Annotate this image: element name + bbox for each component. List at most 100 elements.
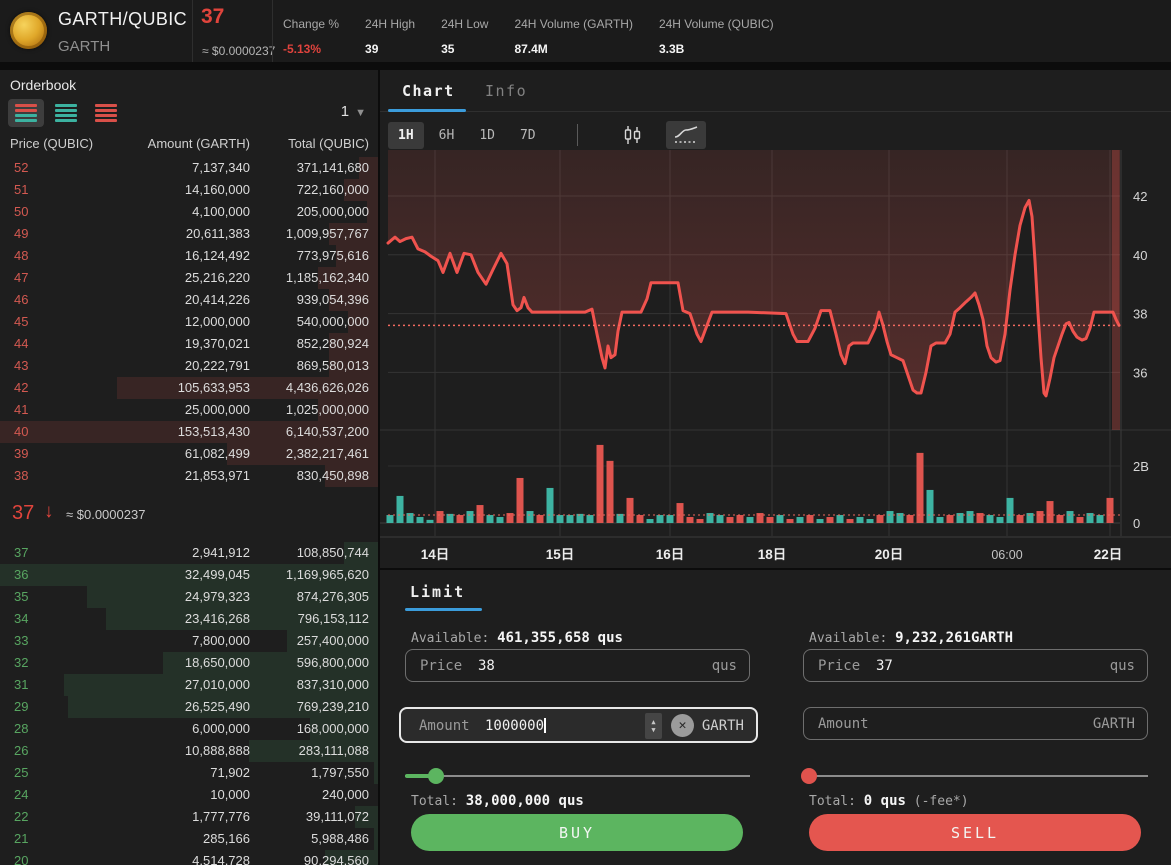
total-label: Total: (411, 794, 458, 809)
arrow-down-icon: ↓ (44, 501, 54, 522)
svg-text:36: 36 (1133, 365, 1147, 380)
book-view-asks-button[interactable] (88, 99, 124, 127)
price-volume-chart[interactable]: 42 40 38 36 2B 0 14日 15日 16日 18日 20日 06:00 22日 (380, 150, 1171, 568)
tab-chart[interactable]: Chart (402, 82, 455, 100)
buy-amount-value: 1000000 (485, 718, 546, 734)
ask-row[interactable]: 44 19,370,021 852,280,924 (0, 333, 378, 355)
grouping-value: 1 (340, 103, 350, 120)
bid-row[interactable]: 31 27,010,000 837,310,000 (0, 674, 378, 696)
slider-thumb[interactable] (428, 768, 445, 784)
amount-cell: 61,082,499 (184, 446, 250, 461)
bid-row[interactable]: 36 32,499,045 1,169,965,620 (0, 564, 378, 586)
timeframe-6h-button[interactable]: 6H (438, 127, 455, 143)
amount-cell: 10,000 (210, 787, 250, 802)
bid-row[interactable]: 35 24,979,323 874,276,305 (0, 586, 378, 608)
price-cell: 39 (14, 446, 29, 461)
total-cell: 90,294,560 (303, 853, 369, 865)
bid-row[interactable]: 28 6,000,000 168,000,000 (0, 718, 378, 740)
amount-cell: 23,416,268 (184, 611, 250, 626)
candlestick-chart-button[interactable] (615, 121, 651, 149)
ask-row[interactable]: 39 61,082,499 2,382,217,461 (0, 443, 378, 465)
amount-cell: 18,650,000 (184, 655, 250, 670)
timeframe-7d-button[interactable]: 7D (519, 127, 536, 143)
bid-row[interactable]: 34 23,416,268 796,153,112 (0, 608, 378, 630)
header-stats: Change % -5.13% 24H High 39 24H Low 35 24H Vol… (283, 0, 774, 62)
total-cell: 108,850,744 (296, 545, 369, 560)
bid-row[interactable]: 26 10,888,888 283,111,088 (0, 740, 378, 762)
depth-bar (328, 333, 378, 355)
ask-row[interactable]: 45 12,000,000 540,000,000 (0, 311, 378, 333)
header-stat: 24H Volume (GARTH) 87.4M (514, 0, 632, 62)
amount-cell: 27,010,000 (184, 677, 250, 692)
ask-row[interactable]: 42 105,633,953 4,436,626,026 (0, 377, 378, 399)
amount-stepper[interactable]: ▲ ▼ (645, 713, 662, 739)
timeframe-1h-button[interactable]: 1H (388, 121, 424, 149)
price-cell: 37 (14, 545, 29, 560)
ask-row[interactable]: 49 20,611,383 1,009,957,767 (0, 223, 378, 245)
buy-amount-slider[interactable] (405, 768, 750, 784)
buy-price-field[interactable]: Price 38 qus (405, 649, 750, 682)
spinner-down-icon[interactable]: ▼ (651, 726, 656, 734)
ask-row[interactable]: 52 7,137,340 371,141,680 (0, 157, 378, 179)
tab-limit[interactable]: Limit (410, 583, 466, 601)
depth-bar (117, 377, 378, 399)
buy-price-value: 38 (478, 658, 495, 674)
ask-row[interactable]: 50 4,100,000 205,000,000 (0, 201, 378, 223)
timeframe-1d-button[interactable]: 1D (479, 127, 495, 143)
bid-row[interactable]: 25 71,902 1,797,550 (0, 762, 378, 784)
toolbar-separator (576, 124, 578, 146)
svg-text:22日: 22日 (1094, 547, 1123, 562)
slider-track[interactable] (405, 775, 750, 777)
sell-button[interactable]: SELL (809, 814, 1141, 851)
ask-row[interactable]: 48 16,124,492 773,975,616 (0, 245, 378, 267)
active-tab-underline (388, 109, 466, 112)
ask-row[interactable]: 38 21,853,971 830,450,898 (0, 465, 378, 487)
slider-track[interactable] (803, 775, 1148, 777)
bid-row[interactable]: 29 26,525,490 769,239,210 (0, 696, 378, 718)
ask-row[interactable]: 43 20,222,791 869,580,013 (0, 355, 378, 377)
total-cell: 837,310,000 (296, 677, 369, 692)
ask-row[interactable]: 47 25,216,220 1,185,162,340 (0, 267, 378, 289)
last-price-usd: ≈ $0.0000237 (202, 44, 276, 58)
bid-row[interactable]: 20 4,514,728 90,294,560 (0, 850, 378, 865)
sell-price-field[interactable]: Price 37 qus (803, 649, 1148, 682)
ask-row[interactable]: 46 20,414,226 939,054,396 (0, 289, 378, 311)
bid-row[interactable]: 32 18,650,000 596,800,000 (0, 652, 378, 674)
depth-bar (0, 564, 378, 586)
bid-row[interactable]: 24 10,000 240,000 (0, 784, 378, 806)
buy-button[interactable]: BUY (411, 814, 743, 851)
bid-row[interactable]: 37 2,941,912 108,850,744 (0, 542, 378, 564)
tab-info[interactable]: Info (485, 82, 528, 100)
bids-book-icon (55, 104, 77, 122)
book-view-bids-button[interactable] (48, 99, 84, 127)
price-cell: 35 (14, 589, 29, 604)
slider-thumb[interactable] (801, 768, 817, 784)
clear-amount-button[interactable]: ✕ (671, 714, 694, 737)
bid-row[interactable]: 33 7,800,000 257,400,000 (0, 630, 378, 652)
ask-row[interactable]: 51 14,160,000 722,160,000 (0, 179, 378, 201)
grouping-select[interactable]: 1 ▼ (341, 103, 366, 120)
ask-row[interactable]: 40 153,513,430 6,140,537,200 (0, 421, 378, 443)
sell-amount-slider[interactable] (801, 768, 1148, 784)
amount-cell: 25,000,000 (184, 402, 250, 417)
book-view-both-button[interactable] (8, 99, 44, 127)
bid-row[interactable]: 22 1,777,776 39,111,072 (0, 806, 378, 828)
spinner-up-icon[interactable]: ▲ (651, 718, 656, 726)
svg-text:20日: 20日 (875, 547, 904, 562)
total-cell: 5,988,486 (311, 831, 369, 846)
amount-cell: 2,941,912 (192, 545, 250, 560)
orderbook-panel: Orderbook 1 ▼ Price (QUBIC) Amount (GARTH… (0, 70, 378, 865)
total-cell: 2,382,217,461 (285, 446, 369, 461)
buy-amount-field[interactable]: Amount 1000000 ▲ ▼ ✕ GARTH (399, 707, 758, 743)
total-cell: 939,054,396 (296, 292, 369, 307)
line-chart-button[interactable] (665, 121, 706, 149)
price-cell: 40 (14, 424, 29, 439)
sell-amount-field[interactable]: Amount GARTH (803, 707, 1148, 740)
bid-row[interactable]: 21 285,166 5,988,486 (0, 828, 378, 850)
available-value: 9,232,261 (895, 630, 971, 646)
ask-row[interactable]: 41 25,000,000 1,025,000,000 (0, 399, 378, 421)
current-price-usd: ≈ $0.0000237 (66, 507, 146, 522)
total-cell: 852,280,924 (296, 336, 369, 351)
total-cell: 205,000,000 (296, 204, 369, 219)
both-book-icon (15, 104, 37, 122)
